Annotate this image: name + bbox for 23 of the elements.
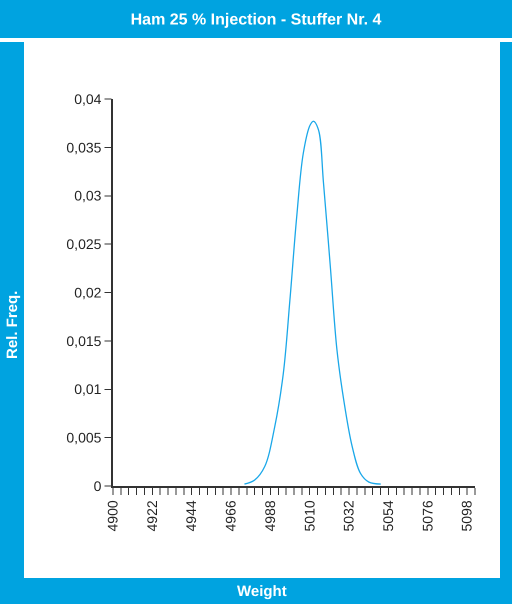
- y-tick-label: 0: [94, 478, 102, 494]
- y-tick-label: 0,035: [66, 139, 102, 156]
- y-tick-label: 0,005: [66, 430, 102, 446]
- y-tick-label: 0,025: [66, 236, 102, 252]
- line-series: [244, 120, 382, 485]
- x-tick-label: 4988: [262, 500, 278, 532]
- x-tick-label: 5098: [458, 500, 475, 532]
- x-tick-label: 5032: [340, 500, 357, 532]
- x-tick-label: 4944: [183, 500, 200, 532]
- x-tick-label: 5054: [380, 500, 396, 532]
- y-tick-label: 0,015: [66, 332, 102, 349]
- x-tick-label: 4900: [104, 500, 121, 532]
- x-tick-label: 4922: [144, 500, 160, 532]
- x-tick-label: 4966: [222, 500, 239, 532]
- y-tick-label: 0,03: [74, 188, 102, 204]
- y-tick-label: 0,04: [74, 90, 102, 107]
- y-tick-label: 0,02: [74, 284, 102, 300]
- y-tick-label: 0,01: [74, 381, 102, 398]
- x-axis-title: Weight: [237, 583, 287, 600]
- chart-title: Ham 25 % Injection - Stuffer Nr. 4: [130, 12, 382, 29]
- x-tick-label: 5076: [419, 500, 436, 532]
- x-tick-label: 5010: [301, 500, 318, 532]
- y-axis-title: Rel. Freq.: [4, 290, 21, 359]
